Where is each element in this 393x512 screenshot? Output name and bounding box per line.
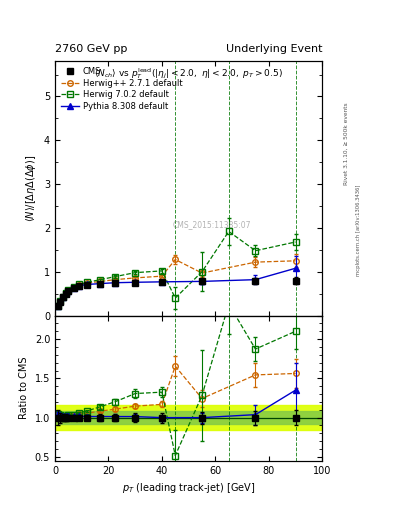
Text: Underlying Event: Underlying Event (226, 44, 322, 54)
Text: CMS_2015:11385:07: CMS_2015:11385:07 (173, 220, 251, 229)
Bar (55, 411, 322, 424)
X-axis label: $p_T$ (leading track-jet) [GeV]: $p_T$ (leading track-jet) [GeV] (122, 481, 255, 495)
Text: Rivet 3.1.10, ≥ 500k events: Rivet 3.1.10, ≥ 500k events (344, 102, 349, 185)
Text: 2760 GeV pp: 2760 GeV pp (55, 44, 127, 54)
Legend: CMS, Herwig++ 2.7.1 default, Herwig 7.0.2 default, Pythia 8.308 default: CMS, Herwig++ 2.7.1 default, Herwig 7.0.… (59, 66, 184, 113)
Text: mcplots.cern.ch [arXiv:1306.3436]: mcplots.cern.ch [arXiv:1306.3436] (356, 185, 361, 276)
Bar (55, 405, 322, 430)
Text: $\langle N_{ch}\rangle$ vs $p_T^{\rm lead}(|\eta_j|{<}2.0,\ \eta|{<}2.0,\ p_T{>}: $\langle N_{ch}\rangle$ vs $p_T^{\rm lea… (94, 67, 283, 81)
Y-axis label: $\langle N\rangle/[\Delta\eta\Delta(\Delta\phi)]$: $\langle N\rangle/[\Delta\eta\Delta(\Del… (24, 155, 39, 222)
Y-axis label: Ratio to CMS: Ratio to CMS (19, 357, 29, 419)
